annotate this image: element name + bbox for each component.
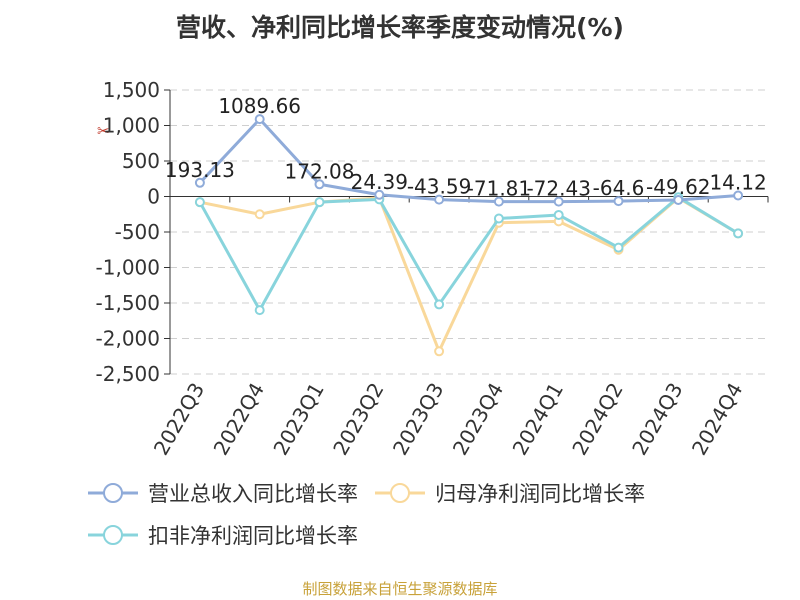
data-label: 14.12 — [709, 170, 766, 194]
x-tick-label: 2023Q1 — [268, 379, 328, 460]
data-label: -64.6 — [593, 176, 645, 200]
legend-label-revenue: 营业总收入同比增长率 — [148, 482, 358, 506]
legend-item-revenue[interactable]: 营业总收入同比增长率 — [88, 472, 358, 514]
data-labels: 193.13 1089.66 172.0824.39-43.59-71.81-72.… — [165, 94, 767, 201]
data-point — [613, 196, 624, 207]
data-label: 172.08 — [285, 159, 355, 183]
data-point — [553, 196, 564, 207]
data-point — [314, 197, 325, 208]
legend-label-net-profit: 归母净利润同比增长率 — [435, 482, 646, 506]
legend-marker-deducted-profit — [88, 525, 138, 545]
y-tick-label: 0 — [147, 185, 160, 209]
data-point — [553, 209, 564, 220]
y-tick-label: -1,000 — [96, 256, 160, 280]
data-label: -43.59 — [407, 175, 471, 199]
data-point — [733, 228, 744, 239]
x-tick-label: 2024Q3 — [627, 379, 687, 460]
legend-item-net-profit[interactable]: 归母净利润同比增长率 — [375, 472, 645, 514]
legend-marker-revenue — [88, 483, 138, 503]
data-point — [314, 179, 325, 190]
series-line — [198, 117, 739, 204]
x-tick-label: 2023Q3 — [388, 378, 448, 459]
x-tick-label: 2024Q2 — [567, 379, 627, 460]
y-tick-label: -500 — [115, 220, 160, 244]
y-tick-label: -2,500 — [96, 362, 160, 386]
data-label: 193.13 — [165, 158, 235, 182]
x-tick-label: 2023Q2 — [328, 379, 388, 460]
legend-item-deducted-profit[interactable]: 扣非净利润同比增长率 — [88, 514, 358, 556]
legend-label-deducted-profit: 扣非净利润同比增长率 — [148, 524, 358, 548]
data-point — [194, 197, 205, 208]
data-point — [434, 346, 445, 357]
data-point — [254, 209, 265, 220]
x-tick-label: 2022Q4 — [209, 379, 269, 460]
legend-marker-net-profit — [375, 483, 426, 503]
axes: 1,500 1,000 500 0 -500 -1,000 -1,500 -2,000 -2,5… — [96, 78, 769, 460]
data-point — [194, 177, 205, 188]
series-lines — [194, 114, 744, 357]
x-tick-label: 2022Q3 — [149, 379, 209, 460]
data-point — [613, 242, 624, 253]
data-point — [493, 213, 504, 224]
y-tick-label: -2,000 — [96, 327, 160, 351]
y-tick-label: -1,500 — [96, 291, 160, 315]
series-line — [198, 195, 739, 312]
x-tick-label: 2023Q4 — [448, 379, 508, 460]
data-label: 1089.66 — [218, 94, 301, 118]
y-tick-label: 1,500 — [103, 78, 160, 102]
data-label: -49.62 — [646, 175, 710, 199]
y-tick-label: 500 — [122, 149, 160, 173]
data-point — [374, 189, 385, 200]
data-point — [733, 190, 744, 201]
grid-lines — [170, 89, 768, 375]
data-point — [434, 194, 445, 205]
chart-title: 营收、净利同比增长率季度变动情况(%) — [176, 13, 624, 42]
x-tick-label: 2024Q1 — [508, 379, 568, 460]
data-label: 24.39 — [351, 170, 408, 194]
scissors-icon[interactable]: ✂ — [97, 122, 110, 140]
data-point — [254, 114, 265, 125]
data-point — [673, 195, 684, 206]
data-point — [493, 196, 504, 207]
data-source-note: 制图数据来自恒生聚源数据库 — [302, 580, 498, 598]
data-point — [434, 299, 445, 310]
data-point — [254, 305, 265, 316]
line-chart: 1,500 1,000 500 0 -500 -1,000 -1,500 -2,000 -2,5… — [96, 78, 769, 460]
data-label: -72.43 — [526, 177, 590, 201]
legend: 营业总收入同比增长率 归母净利润同比增长率 扣非净利润同比增长率 — [88, 472, 768, 556]
x-tick-label: 2024Q4 — [687, 379, 747, 460]
data-label: -71.81 — [467, 177, 531, 201]
y-tick-label: 1,000 — [103, 114, 160, 138]
